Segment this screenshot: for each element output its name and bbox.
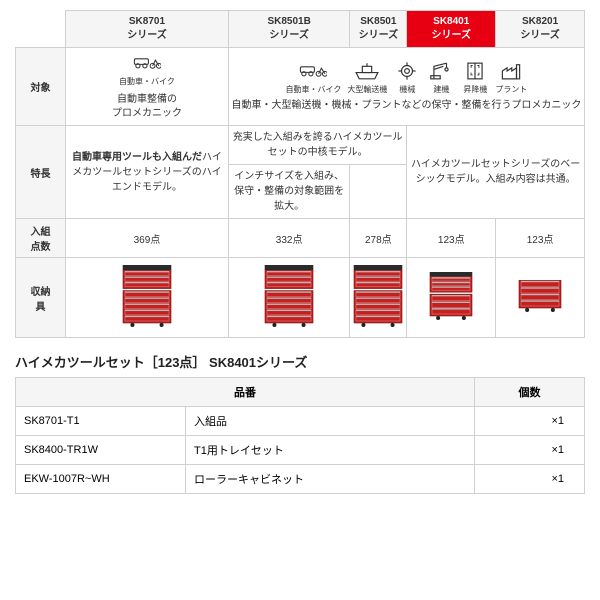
cabinet-icon: [428, 272, 474, 323]
icon-label: 昇降機: [463, 84, 487, 95]
series-label: シリーズ: [520, 30, 560, 41]
storage-3: [350, 258, 407, 338]
count-5: 123点: [496, 219, 585, 258]
feature-cell-bottom-2: インチサイズを入組み、保守・整備の対象範囲を拡大。: [228, 165, 349, 219]
row-header-storage: 収納 具: [16, 258, 66, 338]
cabinet-icon: [263, 265, 315, 330]
section-title: ハイメカツールセット［123点］ SK8401シリーズ: [15, 352, 585, 371]
crane-icon: [427, 60, 455, 82]
parts-row: EKW-1007R~WH ローラーキャビネット ×1: [16, 465, 585, 494]
icon-row: 自動車・バイク: [68, 52, 226, 87]
feature-cell-45: ハイメカツールセットシリーズのベーシックモデル。入組み内容は共通。: [407, 126, 585, 219]
count-1: 369点: [66, 219, 229, 258]
storage-4: [407, 258, 496, 338]
part-desc: T1用トレイセット: [186, 436, 475, 465]
row-header-count: 入組 点数: [16, 219, 66, 258]
feature-row-1: 特長 自動車専用ツールも入組んだハイメカツールセットシリーズのハイエンドモデル。…: [16, 126, 585, 165]
col-header-1: SK8701 シリーズ: [66, 11, 229, 48]
icon-label: プラント: [495, 84, 527, 95]
cabinet-icon: [352, 265, 404, 330]
feature-cell-top-23: 充実した入組みを誇るハイメカツールセットの中核モデル。: [228, 126, 406, 165]
part-desc: 入組品: [186, 407, 475, 436]
plant-icon: [497, 60, 525, 82]
parts-row: SK8701-T1 入組品 ×1: [16, 407, 585, 436]
parts-row: SK8400-TR1W T1用トレイセット ×1: [16, 436, 585, 465]
icon-label: 建機: [433, 84, 449, 95]
cabinet-icon: [121, 265, 173, 330]
car-bike-icon: [299, 60, 327, 82]
model-label: SK8201: [522, 16, 558, 27]
part-no: EKW-1007R~WH: [16, 465, 186, 494]
target-row: 対象 自動車・バイク 自動車整備の プロメカニック: [16, 48, 585, 126]
part-no: SK8701-T1: [16, 407, 186, 436]
storage-row: 収納 具: [16, 258, 585, 338]
storage-1: [66, 258, 229, 338]
car-bike-icon: [133, 52, 161, 74]
target-text-rest: 自動車・大型輸送機・機械・プラントなどの保守・整備を行うプロメカニック: [231, 99, 582, 113]
part-desc: ローラーキャビネット: [186, 465, 475, 494]
col-header-2: SK8501B シリーズ: [228, 11, 349, 48]
series-label: シリーズ: [269, 30, 309, 41]
model-label: SK8501: [360, 16, 396, 27]
model-label: SK8501B: [267, 16, 310, 27]
series-label: シリーズ: [431, 30, 471, 41]
series-label: シリーズ: [127, 30, 167, 41]
target-cell-rest: 自動車・バイク 大型輸送機 機械 建機 昇降機 プラント 自動車・大型輸送機・機…: [228, 48, 584, 126]
table-header-row: SK8701 シリーズ SK8501B シリーズ SK8501 シリーズ SK8…: [16, 11, 585, 48]
gear-icon: [393, 60, 421, 82]
icon-label: 自動車・バイク: [286, 84, 342, 95]
row-header-feature: 特長: [16, 126, 66, 219]
count-3: 278点: [350, 219, 407, 258]
icon-item: 自動車・バイク: [119, 52, 175, 87]
storage-2: [228, 258, 349, 338]
parts-header-row: 品番 個数: [16, 378, 585, 407]
parts-table: 品番 個数 SK8701-T1 入組品 ×1 SK8400-TR1W T1用トレ…: [15, 377, 585, 494]
icon-label: 機械: [399, 84, 415, 95]
col-header-5: SK8201 シリーズ: [496, 11, 585, 48]
part-qty: ×1: [475, 407, 585, 436]
count-4: 123点: [407, 219, 496, 258]
feature-bold: 自動車専用ツールも入組んだ: [72, 152, 202, 163]
icon-row: 自動車・バイク 大型輸送機 機械 建機 昇降機 プラント: [231, 60, 582, 95]
col-header-4-highlighted: SK8401 シリーズ: [407, 11, 496, 48]
feature-cell-bottom-3: [350, 165, 407, 219]
count-row: 入組 点数 369点 332点 278点 123点 123点: [16, 219, 585, 258]
cabinet-icon: [517, 280, 563, 315]
storage-5: [496, 258, 585, 338]
comparison-table: SK8701 シリーズ SK8501B シリーズ SK8501 シリーズ SK8…: [15, 10, 585, 338]
count-2: 332点: [228, 219, 349, 258]
target-cell-1: 自動車・バイク 自動車整備の プロメカニック: [66, 48, 229, 126]
ship-icon: [353, 60, 381, 82]
part-qty: ×1: [475, 465, 585, 494]
parts-header-qty: 個数: [475, 378, 585, 407]
series-label: シリーズ: [359, 30, 399, 41]
corner-cell: [16, 11, 66, 48]
icon-label: 大型輸送機: [347, 84, 387, 95]
part-no: SK8400-TR1W: [16, 436, 186, 465]
model-label: SK8701: [129, 16, 165, 27]
parts-header-partno: 品番: [16, 378, 475, 407]
row-header-target: 対象: [16, 48, 66, 126]
feature-cell-1: 自動車専用ツールも入組んだハイメカツールセットシリーズのハイエンドモデル。: [66, 126, 229, 219]
part-qty: ×1: [475, 436, 585, 465]
icon-label: 自動車・バイク: [119, 76, 175, 87]
lift-icon: [461, 60, 489, 82]
target-text-1: 自動車整備の プロメカニック: [68, 93, 226, 121]
model-label: SK8401: [433, 16, 469, 27]
col-header-3: SK8501 シリーズ: [350, 11, 407, 48]
